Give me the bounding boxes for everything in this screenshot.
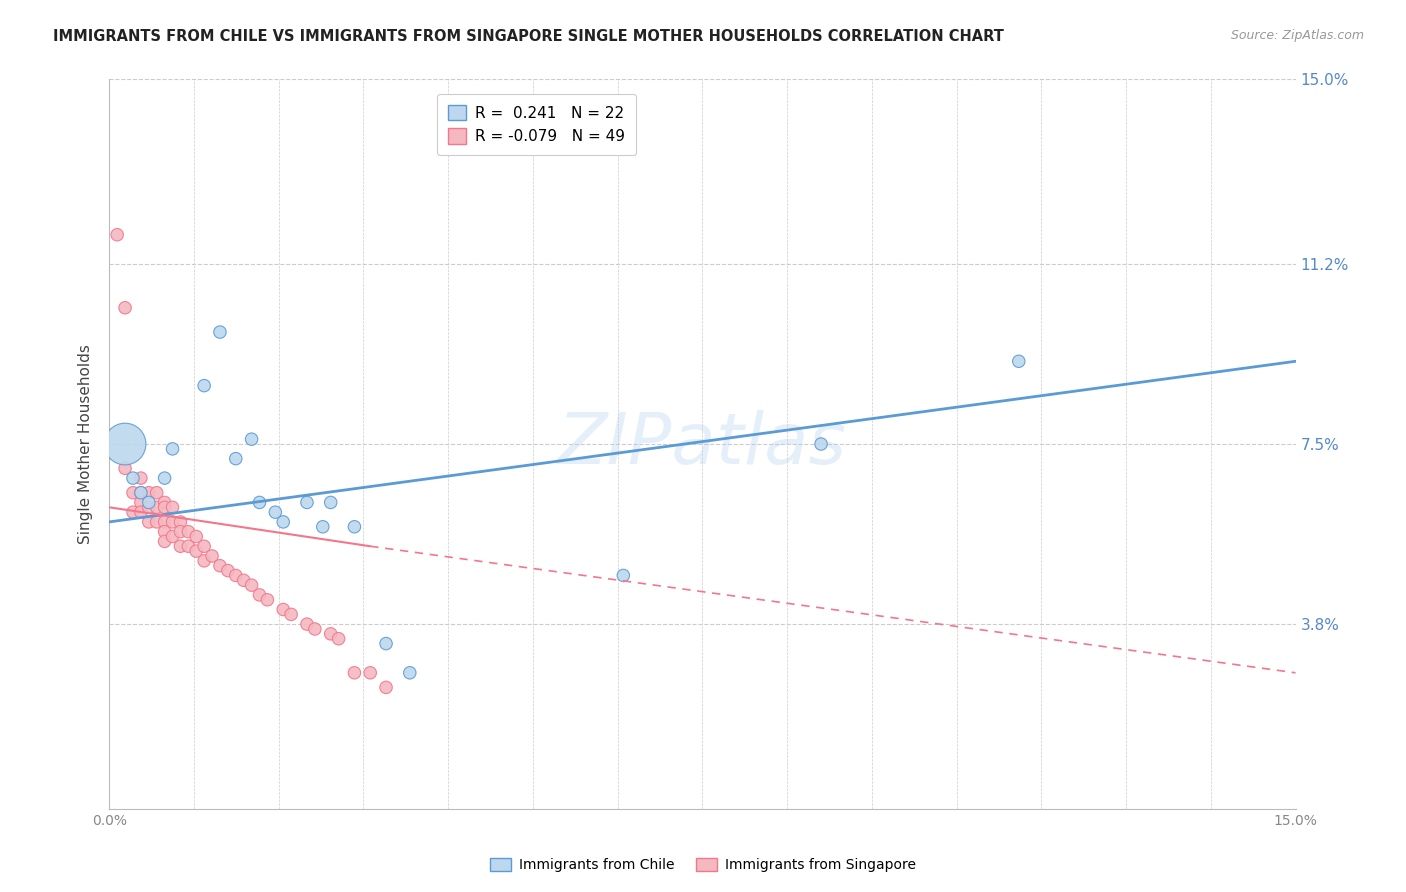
Point [105, 227, 128, 242]
Point [359, 665, 381, 680]
Point [122, 471, 145, 485]
Point [114, 437, 136, 451]
Point [129, 485, 152, 500]
Point [375, 681, 398, 695]
Point [129, 471, 152, 485]
Point [343, 520, 366, 534]
Point [177, 539, 200, 553]
Point [295, 495, 318, 509]
Point [295, 617, 318, 632]
Point [145, 515, 167, 529]
Point [129, 485, 152, 500]
Point [169, 515, 191, 529]
Point [328, 632, 350, 646]
Point [169, 524, 191, 539]
Point [193, 539, 215, 553]
Point [319, 627, 342, 641]
Point [1008, 354, 1031, 368]
Point [138, 495, 160, 509]
Point [201, 549, 224, 563]
Point [153, 495, 176, 509]
Point [280, 607, 302, 622]
Point [186, 529, 208, 543]
Point [240, 432, 263, 446]
Point [225, 451, 247, 466]
Point [153, 471, 176, 485]
Point [232, 574, 254, 588]
Point [208, 558, 231, 573]
Point [177, 524, 200, 539]
Point [193, 554, 215, 568]
Point [114, 461, 136, 475]
Point [256, 592, 278, 607]
Text: Source: ZipAtlas.com: Source: ZipAtlas.com [1230, 29, 1364, 42]
Point [162, 500, 184, 515]
Point [208, 325, 231, 339]
Point [217, 564, 239, 578]
Point [169, 539, 191, 553]
Point [319, 495, 342, 509]
Point [240, 578, 263, 592]
Point [249, 588, 271, 602]
Legend: Immigrants from Chile, Immigrants from Singapore: Immigrants from Chile, Immigrants from S… [485, 853, 921, 878]
Point [138, 515, 160, 529]
Point [225, 568, 247, 582]
Point [145, 485, 167, 500]
Point [264, 505, 287, 519]
Point [375, 637, 398, 651]
Point [162, 515, 184, 529]
Point [153, 524, 176, 539]
Point [186, 544, 208, 558]
Text: IMMIGRANTS FROM CHILE VS IMMIGRANTS FROM SINGAPORE SINGLE MOTHER HOUSEHOLDS CORR: IMMIGRANTS FROM CHILE VS IMMIGRANTS FROM… [53, 29, 1004, 44]
Point [162, 442, 184, 456]
Point [271, 602, 294, 616]
Point [153, 534, 176, 549]
Point [612, 568, 634, 582]
Point [153, 515, 176, 529]
Point [249, 495, 271, 509]
Point [138, 500, 160, 515]
Point [114, 301, 136, 315]
Point [398, 665, 420, 680]
Y-axis label: Single Mother Households: Single Mother Households [79, 344, 93, 544]
Legend: R =  0.241   N = 22, R = -0.079   N = 49: R = 0.241 N = 22, R = -0.079 N = 49 [437, 94, 636, 155]
Point [343, 665, 366, 680]
Point [122, 485, 145, 500]
Point [162, 529, 184, 543]
Point [304, 622, 326, 636]
Point [129, 495, 152, 509]
Point [193, 378, 215, 392]
Text: ZIPatlas: ZIPatlas [558, 409, 846, 478]
Point [129, 505, 152, 519]
Point [312, 520, 335, 534]
Point [271, 515, 294, 529]
Point [145, 500, 167, 515]
Point [153, 500, 176, 515]
Point [138, 485, 160, 500]
Point [810, 437, 832, 451]
Point [122, 505, 145, 519]
